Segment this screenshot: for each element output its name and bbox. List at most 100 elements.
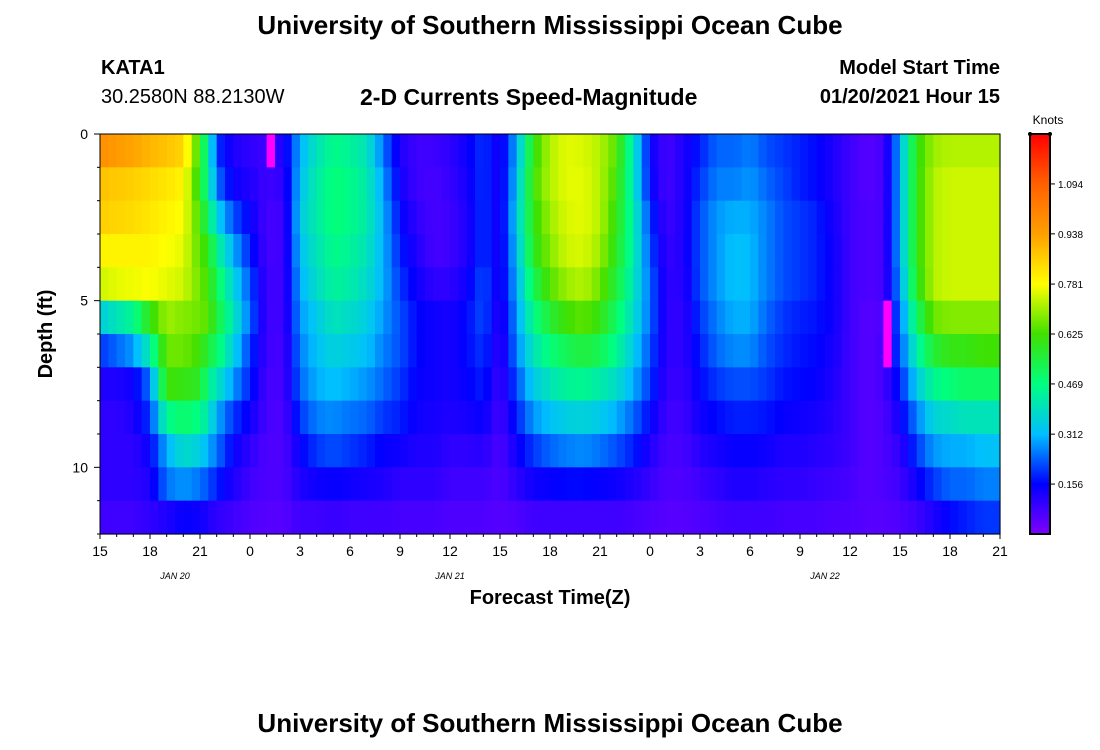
heatmap-cell: [866, 134, 876, 168]
heatmap-cell: [116, 234, 126, 268]
heatmap-cell: [291, 434, 301, 468]
heatmap-cell: [883, 434, 893, 468]
heatmap-cell: [325, 467, 334, 502]
heatmap-cell: [666, 400, 676, 435]
heatmap-cell: [125, 167, 134, 202]
heatmap-cell: [108, 400, 118, 435]
heatmap-cell: [600, 167, 609, 202]
heatmap-cell: [125, 434, 134, 468]
heatmap-cell: [716, 267, 726, 302]
heatmap-cell: [466, 334, 476, 368]
heatmap-cell: [891, 134, 901, 168]
heatmap-cell: [883, 500, 893, 535]
heatmap-cell: [116, 167, 126, 202]
heatmap-cell: [875, 134, 884, 168]
heatmap-cell: [466, 500, 476, 535]
heatmap-cell: [966, 334, 976, 368]
heatmap-cell: [375, 400, 384, 435]
heatmap-cell: [791, 167, 801, 202]
heatmap-cell: [575, 434, 584, 468]
heatmap-cell: [366, 200, 376, 235]
heatmap-cell: [475, 200, 484, 235]
heatmap-cell: [100, 500, 109, 535]
heatmap-cell: [383, 234, 393, 268]
heatmap-cell: [441, 367, 451, 402]
heatmap-cell: [275, 300, 284, 335]
heatmap-cell: [958, 334, 968, 368]
heatmap-cell: [558, 167, 568, 202]
heatmap-cell: [841, 200, 851, 235]
colorbar-tick-label: 0.625: [1058, 330, 1083, 341]
heatmap-cell: [233, 167, 243, 202]
heatmap-cell: [225, 267, 234, 302]
heatmap-cell: [450, 334, 459, 368]
heatmap-cell: [591, 467, 601, 502]
heatmap-cell: [366, 167, 376, 202]
heatmap-cell: [141, 167, 151, 202]
heatmap-cell: [558, 134, 568, 168]
heatmap-cell: [275, 200, 284, 235]
heatmap-cell: [933, 134, 943, 168]
heatmap-cell: [766, 334, 776, 368]
heatmap-cell: [266, 500, 276, 535]
heatmap-cell: [175, 367, 184, 402]
heatmap-cell: [291, 167, 301, 202]
heatmap-cell: [700, 400, 709, 435]
heatmap-cell: [983, 467, 993, 502]
heatmap-cell: [216, 334, 226, 368]
heatmap-cell: [841, 134, 851, 168]
heatmap-cell: [758, 134, 768, 168]
heatmap-cell: [383, 334, 393, 368]
heatmap-cell: [166, 400, 176, 435]
heatmap-cell: [166, 434, 176, 468]
heatmap-cell: [500, 400, 509, 435]
heatmap-cell: [183, 400, 193, 435]
heatmap-cell: [225, 134, 234, 168]
heatmap-cell: [316, 500, 326, 535]
heatmap-cell: [150, 267, 159, 302]
heatmap-cell: [441, 467, 451, 502]
heatmap-cell: [833, 267, 843, 302]
heatmap-cell: [391, 300, 401, 335]
heatmap-cell: [416, 300, 426, 335]
heatmap-cell: [641, 367, 651, 402]
heatmap-cell: [666, 334, 676, 368]
heatmap-cell: [708, 500, 718, 535]
heatmap-cell: [891, 167, 901, 202]
heatmap-cell: [300, 234, 309, 268]
heatmap-cell: [325, 300, 334, 335]
heatmap-cell: [825, 467, 834, 502]
heatmap-cell: [283, 200, 293, 235]
heatmap-cell: [575, 200, 584, 235]
heatmap-cell: [716, 300, 726, 335]
heatmap-cell: [200, 167, 209, 202]
heatmap-cell: [258, 234, 268, 268]
heatmap-cell: [675, 234, 684, 268]
heatmap-cell: [766, 300, 776, 335]
heatmap-cell: [850, 334, 859, 368]
heatmap-cell: [841, 467, 851, 502]
heatmap-cell: [558, 334, 568, 368]
heatmap-cell: [625, 300, 634, 335]
heatmap-cell: [858, 167, 868, 202]
heatmap-cell: [441, 167, 451, 202]
heatmap-cell: [941, 467, 951, 502]
heatmap-cell: [191, 367, 201, 402]
heatmap-cell: [291, 134, 301, 168]
heatmap-cell: [733, 234, 743, 268]
heatmap-cell: [391, 200, 401, 235]
heatmap-cell: [683, 167, 693, 202]
heatmap-cell: [441, 434, 451, 468]
heatmap-cell: [333, 234, 343, 268]
heatmap-cell: [733, 434, 743, 468]
heatmap-cell: [183, 367, 193, 402]
heatmap-cell: [175, 167, 184, 202]
heatmap-cell: [608, 400, 618, 435]
heatmap-cell: [308, 134, 318, 168]
heatmap-cell: [600, 134, 609, 168]
heatmap-cell: [216, 434, 226, 468]
heatmap-cell: [700, 367, 709, 402]
heatmap-cell: [275, 434, 284, 468]
heatmap-cell: [658, 167, 668, 202]
heatmap-cell: [700, 267, 709, 302]
